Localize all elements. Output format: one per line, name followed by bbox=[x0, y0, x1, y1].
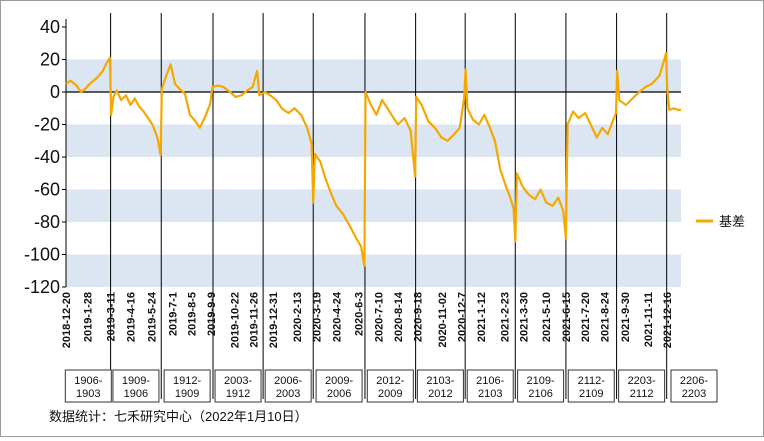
contract-label: 1906- bbox=[74, 375, 102, 387]
contract-box bbox=[567, 369, 615, 403]
x-tick-label: 2020-12-7 bbox=[456, 292, 468, 342]
contract-box bbox=[517, 369, 565, 403]
x-tick-label: 2021-9-30 bbox=[620, 292, 632, 342]
x-tick-label: 2019-10-22 bbox=[229, 292, 241, 348]
contract-label: 2012- bbox=[376, 375, 404, 387]
contract-label: 1903 bbox=[76, 388, 100, 400]
contract-label: 2109- bbox=[527, 375, 555, 387]
contract-box bbox=[315, 369, 363, 403]
y-tick-label: 20 bbox=[40, 50, 60, 70]
contract-label: 2203 bbox=[682, 388, 706, 400]
source-note: 数据统计：七禾研究中心（2022年1月10日） bbox=[49, 409, 308, 424]
contract-label: 2009- bbox=[325, 375, 353, 387]
y-tick-label: -80 bbox=[34, 212, 60, 232]
contract-label: 1912- bbox=[173, 375, 201, 387]
x-tick-label: 2019-5-24 bbox=[146, 291, 158, 342]
contract-label: 2203- bbox=[628, 375, 656, 387]
contract-box bbox=[64, 369, 112, 403]
contract-box bbox=[618, 369, 666, 403]
y-tick-label: -120 bbox=[24, 277, 60, 297]
basis-series-line bbox=[65, 51, 681, 267]
contract-label: 2009 bbox=[378, 388, 402, 400]
x-tick-label: 2021-8-24 bbox=[599, 291, 611, 342]
x-tick-label: 2020-8-14 bbox=[393, 291, 405, 342]
contract-box bbox=[264, 369, 312, 403]
contract-label: 2109 bbox=[579, 388, 603, 400]
x-tick-label: 2018-12-20 bbox=[61, 292, 73, 348]
grid-band bbox=[66, 254, 681, 287]
grid-band bbox=[66, 189, 681, 222]
contract-label: 2012 bbox=[428, 388, 452, 400]
contract-box bbox=[416, 369, 464, 403]
x-tick-label: 2020-2-13 bbox=[292, 292, 304, 342]
x-tick-label: 2021-5-10 bbox=[541, 292, 553, 342]
x-tick-label: 2019-8-5 bbox=[187, 292, 199, 336]
x-tick-label: 2019-12-31 bbox=[268, 292, 280, 348]
x-tick-label: 2020-3-19 bbox=[312, 292, 324, 342]
x-tick-label: 2020-4-24 bbox=[331, 291, 343, 342]
x-tick-label: 2019-4-16 bbox=[125, 292, 137, 342]
x-tick-label: 2021-6-15 bbox=[561, 292, 573, 342]
x-tick-label: 2021-2-23 bbox=[499, 292, 511, 342]
contract-label: 1909- bbox=[122, 375, 150, 387]
x-tick-label: 2021-7-20 bbox=[580, 292, 592, 342]
contract-label: 2103- bbox=[426, 375, 454, 387]
x-tick-label: 2020-9-18 bbox=[412, 292, 424, 342]
x-tick-label: 2019-7-1 bbox=[167, 292, 179, 336]
contract-box bbox=[670, 369, 718, 403]
contract-label: 1906 bbox=[124, 388, 148, 400]
x-tick-label: 2021-3-30 bbox=[519, 292, 531, 342]
contract-box bbox=[163, 369, 211, 403]
contract-label: 2003- bbox=[224, 375, 252, 387]
contract-label: 1912 bbox=[226, 388, 250, 400]
contract-label: 2006 bbox=[327, 388, 351, 400]
contract-box bbox=[466, 369, 514, 403]
x-tick-label: 2019-11-26 bbox=[249, 292, 261, 348]
grid-band bbox=[66, 124, 681, 157]
contract-label: 2112 bbox=[630, 388, 654, 400]
y-tick-label: -40 bbox=[34, 147, 60, 167]
x-tick-label: 2021-12-16 bbox=[662, 292, 674, 348]
x-tick-label: 2021-11-11 bbox=[643, 292, 655, 347]
x-tick-label: 2019-9-9 bbox=[206, 292, 218, 336]
x-tick-label: 2019-1-28 bbox=[82, 292, 94, 342]
x-tick-label: 2019-3-11 bbox=[106, 292, 118, 342]
x-tick-label: 2020-7-10 bbox=[374, 292, 386, 342]
x-tick-label: 2020-11-02 bbox=[437, 292, 449, 348]
y-tick-label: -20 bbox=[34, 115, 60, 135]
y-tick-label: -60 bbox=[34, 180, 60, 200]
x-tick-label: 2020-6-3 bbox=[353, 292, 365, 336]
grid-band bbox=[66, 59, 681, 92]
legend-label: 基差 bbox=[719, 214, 745, 229]
contract-label: 2206- bbox=[680, 375, 708, 387]
contract-box bbox=[366, 369, 414, 403]
contract-label: 2006- bbox=[274, 375, 302, 387]
y-tick-label: 40 bbox=[40, 17, 60, 37]
y-tick-label: -100 bbox=[24, 245, 60, 265]
contract-label: 2106- bbox=[476, 375, 504, 387]
contract-box bbox=[214, 369, 262, 403]
contract-label: 2003 bbox=[276, 388, 300, 400]
y-tick-label: 0 bbox=[50, 82, 60, 102]
contract-box bbox=[112, 369, 160, 403]
contract-label: 2112- bbox=[578, 375, 606, 387]
contract-label: 1909 bbox=[175, 388, 199, 400]
contract-label: 2103 bbox=[478, 388, 502, 400]
x-tick-label: 2021-1-12 bbox=[476, 292, 488, 342]
contract-label: 2106 bbox=[528, 388, 552, 400]
